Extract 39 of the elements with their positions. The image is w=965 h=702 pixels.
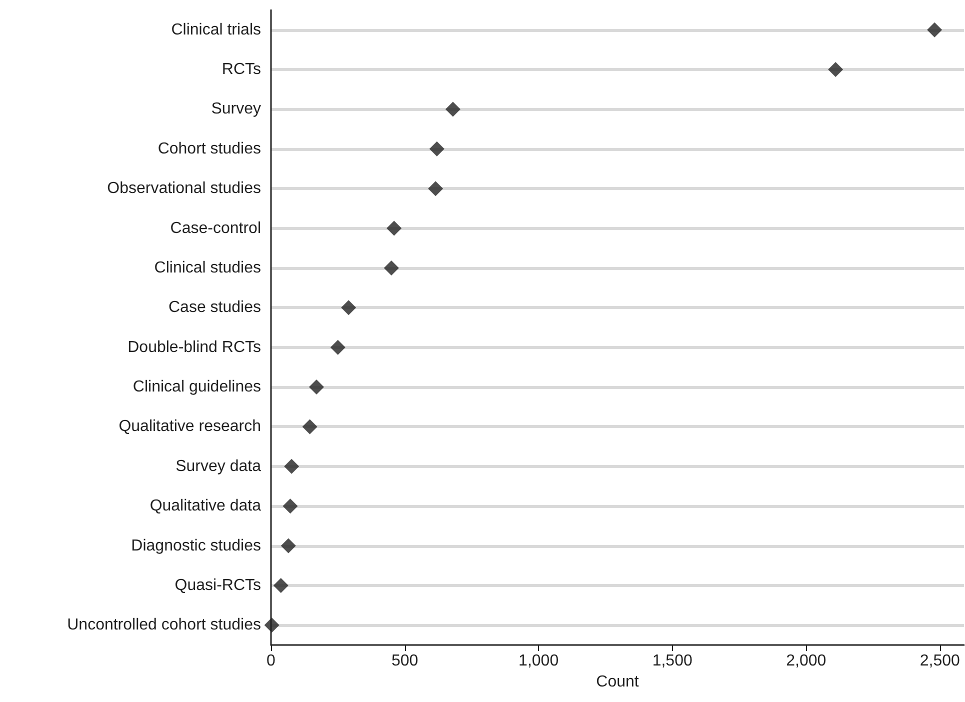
y-tick-label: Qualitative data xyxy=(150,498,262,515)
y-tick-label: Double-blind RCTs xyxy=(128,338,261,356)
point xyxy=(282,498,298,514)
point xyxy=(386,220,402,236)
y-tick-label: Clinical trials xyxy=(171,21,261,38)
y-tick-label: RCTs xyxy=(222,61,261,78)
point xyxy=(445,102,460,117)
y-tick-label: Case studies xyxy=(168,299,261,316)
point xyxy=(284,458,300,474)
point xyxy=(308,380,324,395)
point xyxy=(428,181,444,196)
y-tick-label: Observational studies xyxy=(107,180,261,198)
y-tick-label: Clinical guidelines xyxy=(132,378,261,396)
x-tick-label: 1,000 xyxy=(518,652,559,670)
x-tick-label: 2,500 xyxy=(920,652,960,670)
y-tick-label: Survey data xyxy=(176,458,262,475)
x-tick-label: 0 xyxy=(266,652,276,670)
y-tick-label: Quasi-RCTs xyxy=(174,576,261,594)
x-tick-label: 2,000 xyxy=(786,652,826,670)
point xyxy=(429,141,444,156)
x-axis-title: Count xyxy=(596,673,640,690)
point xyxy=(927,22,942,38)
point xyxy=(384,260,399,276)
point xyxy=(330,340,346,355)
y-tick-label: Survey xyxy=(211,100,261,118)
y-tick-label: Uncontrolled cohort studies xyxy=(67,616,261,634)
x-tick-label: 500 xyxy=(391,652,418,670)
y-tick-label: Case-control xyxy=(170,220,261,237)
x-tick-label: 1,500 xyxy=(652,652,692,670)
y-tick-label: Clinical studies xyxy=(154,259,261,276)
y-tick-label: Qualitative research xyxy=(118,418,261,436)
y-tick-label: Cohort studies xyxy=(158,140,261,158)
point xyxy=(280,538,296,554)
y-tick-label: Diagnostic studies xyxy=(131,537,261,554)
point xyxy=(302,419,318,434)
point xyxy=(264,618,280,633)
point xyxy=(828,62,844,78)
point xyxy=(273,578,288,593)
point xyxy=(341,300,356,316)
